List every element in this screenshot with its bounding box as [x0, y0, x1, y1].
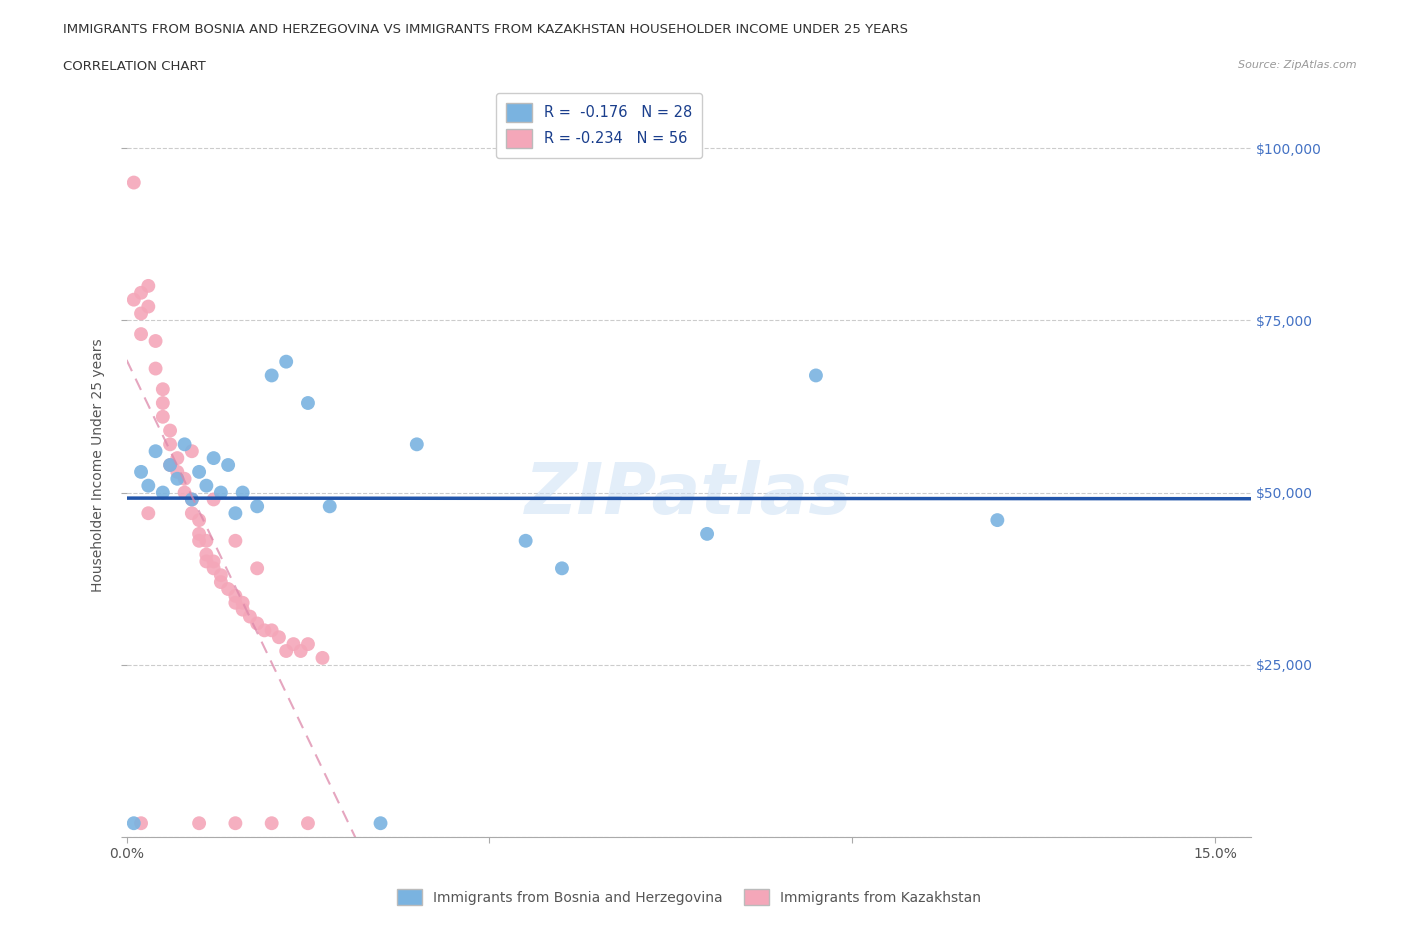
Point — [122, 175, 145, 190]
Point — [297, 395, 319, 410]
Point — [202, 492, 225, 507]
Point — [122, 292, 145, 307]
Point — [180, 444, 202, 458]
Point — [195, 533, 218, 548]
Point — [246, 498, 269, 513]
Point — [232, 595, 254, 610]
Point — [145, 444, 167, 458]
Point — [224, 506, 246, 521]
Point — [152, 395, 174, 410]
Point — [239, 609, 262, 624]
Point — [202, 554, 225, 569]
Point — [232, 603, 254, 618]
Point — [253, 623, 276, 638]
Point — [246, 561, 269, 576]
Point — [145, 361, 167, 376]
Text: ZIPatlas: ZIPatlas — [526, 460, 852, 529]
Point — [173, 437, 195, 452]
Point — [209, 485, 232, 500]
Point — [804, 368, 827, 383]
Text: IMMIGRANTS FROM BOSNIA AND HERZEGOVINA VS IMMIGRANTS FROM KAZAKHSTAN HOUSEHOLDER: IMMIGRANTS FROM BOSNIA AND HERZEGOVINA V… — [63, 23, 908, 36]
Point — [188, 533, 211, 548]
Point — [515, 533, 537, 548]
Point — [224, 533, 246, 548]
Point — [232, 485, 254, 500]
Point — [136, 506, 159, 521]
Point — [311, 650, 333, 665]
Point — [276, 354, 298, 369]
Point — [180, 492, 202, 507]
Text: Source: ZipAtlas.com: Source: ZipAtlas.com — [1239, 60, 1357, 71]
Point — [129, 816, 152, 830]
Point — [188, 512, 211, 527]
Point — [152, 485, 174, 500]
Point — [202, 451, 225, 466]
Point — [152, 382, 174, 397]
Point — [159, 458, 181, 472]
Point — [159, 423, 181, 438]
Text: CORRELATION CHART: CORRELATION CHART — [63, 60, 207, 73]
Point — [209, 568, 232, 583]
Point — [152, 409, 174, 424]
Point — [260, 816, 283, 830]
Point — [260, 623, 283, 638]
Point — [290, 644, 312, 658]
Point — [202, 561, 225, 576]
Point — [283, 637, 305, 652]
Point — [188, 526, 211, 541]
Point — [173, 472, 195, 486]
Point — [370, 816, 392, 830]
Point — [166, 464, 188, 479]
Point — [405, 437, 427, 452]
Point — [224, 589, 246, 604]
Point — [122, 816, 145, 830]
Point — [276, 644, 298, 658]
Point — [224, 595, 246, 610]
Point — [159, 458, 181, 472]
Point — [180, 492, 202, 507]
Point — [195, 547, 218, 562]
Y-axis label: Householder Income Under 25 years: Householder Income Under 25 years — [91, 339, 105, 591]
Point — [267, 630, 290, 644]
Point — [159, 437, 181, 452]
Point — [188, 464, 211, 479]
Point — [136, 478, 159, 493]
Legend: Immigrants from Bosnia and Herzegovina, Immigrants from Kazakhstan: Immigrants from Bosnia and Herzegovina, … — [389, 882, 988, 912]
Point — [188, 816, 211, 830]
Point — [217, 581, 239, 596]
Point — [173, 485, 195, 500]
Point — [145, 334, 167, 349]
Point — [551, 561, 574, 576]
Point — [180, 506, 202, 521]
Point — [260, 368, 283, 383]
Point — [224, 816, 246, 830]
Point — [136, 278, 159, 293]
Point — [129, 464, 152, 479]
Point — [129, 326, 152, 341]
Point — [246, 616, 269, 631]
Point — [129, 306, 152, 321]
Point — [136, 299, 159, 314]
Point — [297, 637, 319, 652]
Point — [195, 478, 218, 493]
Point — [129, 286, 152, 300]
Point — [166, 472, 188, 486]
Point — [696, 526, 718, 541]
Point — [319, 498, 342, 513]
Point — [195, 554, 218, 569]
Point — [297, 816, 319, 830]
Point — [166, 451, 188, 466]
Point — [209, 575, 232, 590]
Point — [986, 512, 1008, 527]
Point — [217, 458, 239, 472]
